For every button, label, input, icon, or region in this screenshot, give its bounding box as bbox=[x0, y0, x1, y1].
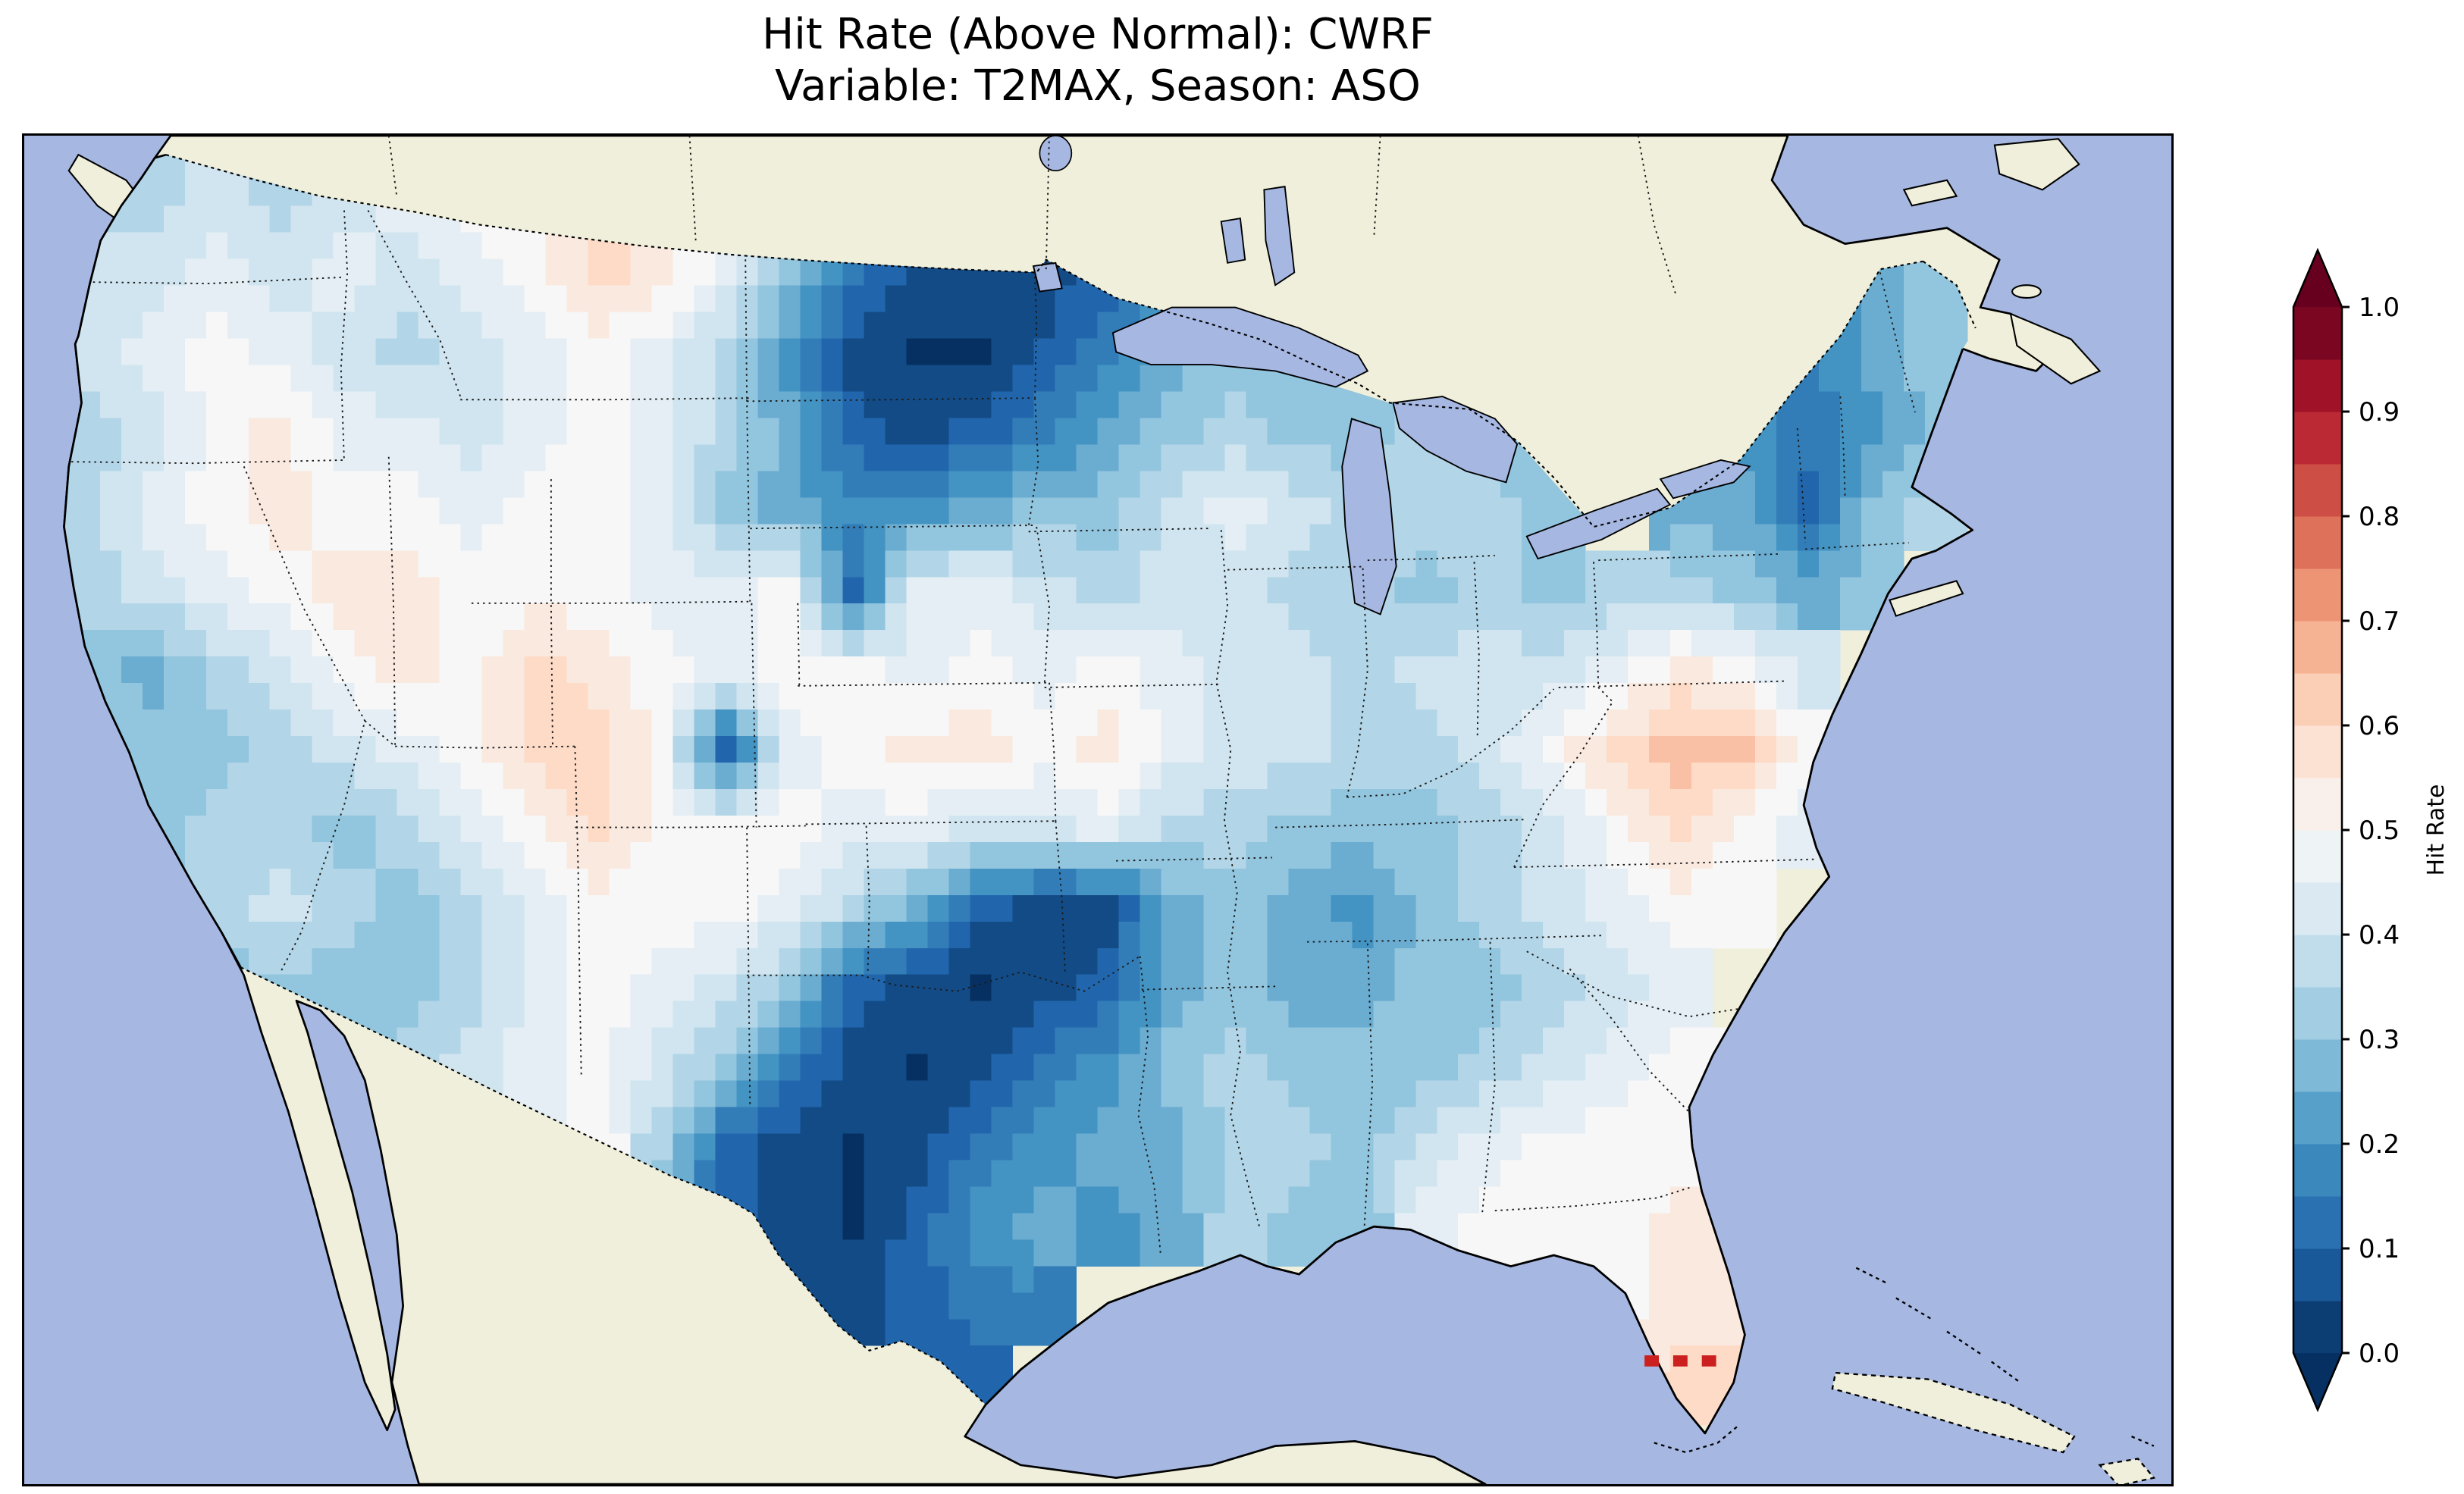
us-east-gulf-coastline bbox=[985, 348, 1973, 1435]
island bbox=[2009, 312, 2102, 385]
colorbar-tick-label: 0.1 bbox=[2359, 1234, 2400, 1264]
state-border bbox=[1598, 553, 1782, 562]
state-border bbox=[340, 210, 349, 462]
colorbar-tick-label: 0.5 bbox=[2359, 816, 2400, 846]
state-border bbox=[746, 827, 751, 1107]
state-border bbox=[1796, 428, 1807, 543]
island-chain-dashes bbox=[1855, 1267, 1889, 1285]
us-west-coastline bbox=[63, 153, 242, 968]
colorbar-area: 0.0 0.1 0.2 0.3 0.4 0.5 0.6 0.7 0.8 0.9 1.0 Hit Rat… bbox=[2263, 227, 2464, 1440]
state-border bbox=[1137, 956, 1161, 1255]
state-border bbox=[460, 397, 751, 401]
island-chain-dashes bbox=[1991, 1361, 2021, 1383]
red-dash-marker bbox=[1644, 1355, 1660, 1367]
island bbox=[2011, 284, 2042, 299]
state-border bbox=[1346, 568, 1368, 797]
state-border bbox=[1346, 688, 1555, 798]
state-border bbox=[574, 746, 582, 1077]
map-axes bbox=[22, 133, 2174, 1486]
state-border bbox=[364, 720, 396, 747]
state-border bbox=[798, 681, 1049, 687]
state-border bbox=[1044, 683, 1221, 688]
state-border bbox=[1275, 819, 1527, 828]
state-border bbox=[747, 955, 1141, 992]
state-border bbox=[1805, 542, 1909, 550]
red-dash-markers bbox=[1644, 1355, 1716, 1367]
colorbar-tick-label: 0.0 bbox=[2359, 1339, 2400, 1369]
province-border bbox=[1637, 136, 1678, 297]
state-border bbox=[1526, 951, 1750, 1018]
island bbox=[1889, 580, 1964, 617]
lakes-layer bbox=[1032, 136, 1751, 615]
state-border bbox=[1036, 526, 1050, 684]
state-border bbox=[1592, 562, 1600, 687]
island bbox=[1902, 179, 1958, 207]
state-border bbox=[1473, 562, 1480, 738]
us-hit-rate-map bbox=[24, 136, 2171, 1484]
colorbar-tick-label: 0.8 bbox=[2359, 502, 2400, 532]
state-border bbox=[1307, 935, 1602, 943]
state-border bbox=[1215, 530, 1260, 1227]
state-border bbox=[1513, 685, 1614, 868]
title-line1: Hit Rate (Above Normal): CWRF bbox=[762, 10, 1434, 59]
colorbar-tick-label: 0.9 bbox=[2359, 397, 2400, 428]
caribbean-island bbox=[2098, 1458, 2156, 1484]
island bbox=[1993, 138, 2080, 191]
colorbar-extend-min-arrow bbox=[2293, 1353, 2342, 1410]
lake bbox=[1039, 136, 1073, 171]
island-chain-dashes bbox=[1654, 1426, 1738, 1454]
province-border bbox=[688, 136, 697, 244]
lake bbox=[1263, 186, 1296, 287]
red-dash-marker bbox=[1672, 1355, 1688, 1367]
lake bbox=[1220, 217, 1246, 264]
islands-layer bbox=[1654, 1267, 2156, 1484]
state-border bbox=[1494, 1185, 1693, 1212]
colorbar-tick-label: 0.4 bbox=[2359, 920, 2400, 951]
caribbean-island bbox=[1831, 1371, 2076, 1454]
colorbar-extend-max-arrow bbox=[2293, 250, 2342, 307]
state-border bbox=[81, 276, 345, 285]
colorbar-tick-label: 0.7 bbox=[2359, 606, 2400, 637]
country-border bbox=[165, 154, 1923, 528]
state-border bbox=[797, 603, 801, 686]
state-border bbox=[1481, 941, 1496, 1214]
state-border bbox=[243, 465, 366, 973]
province-border bbox=[387, 136, 398, 196]
state-border bbox=[805, 820, 1056, 825]
state-border bbox=[550, 479, 553, 747]
colorbar-tick-label: 0.2 bbox=[2359, 1129, 2400, 1160]
state-border bbox=[1028, 528, 1208, 533]
state-border bbox=[1879, 272, 1916, 413]
state-border bbox=[367, 210, 462, 397]
lake bbox=[1392, 396, 1519, 484]
title-line2: Variable: T2MAX, Season: ASO bbox=[775, 61, 1421, 111]
lake bbox=[1111, 306, 1369, 388]
state-border bbox=[65, 459, 344, 465]
state-border bbox=[1513, 858, 1817, 868]
state-border bbox=[1558, 680, 1785, 688]
state-border bbox=[865, 825, 870, 973]
colorbar-tick-label: 1.0 bbox=[2359, 293, 2400, 323]
colorbar-tick-label: 0.6 bbox=[2359, 711, 2400, 741]
state-border bbox=[750, 525, 1037, 530]
lake bbox=[1032, 262, 1063, 293]
country-border bbox=[1922, 260, 1977, 329]
colorbar-label: Hit Rate bbox=[2423, 785, 2450, 876]
colorbar: 0.0 0.1 0.2 0.3 0.4 0.5 0.6 0.7 0.8 0.9 1.0 Hit Rat… bbox=[2292, 247, 2450, 1413]
state-border bbox=[387, 456, 397, 747]
figure-title: Hit Rate (Above Normal): CWRF Variable: … bbox=[22, 9, 2174, 112]
state-border bbox=[1049, 682, 1057, 822]
state-border bbox=[471, 600, 751, 604]
state-border bbox=[1141, 985, 1276, 991]
state-borders-layer bbox=[65, 210, 1916, 1255]
lake bbox=[1341, 418, 1397, 615]
red-dash-marker bbox=[1701, 1355, 1716, 1367]
state-border bbox=[1569, 968, 1690, 1113]
country-borders-layer bbox=[63, 136, 1977, 1435]
state-border bbox=[1363, 943, 1374, 1227]
lake bbox=[1525, 487, 1672, 560]
colorbar-tick-label: 0.3 bbox=[2359, 1025, 2400, 1055]
